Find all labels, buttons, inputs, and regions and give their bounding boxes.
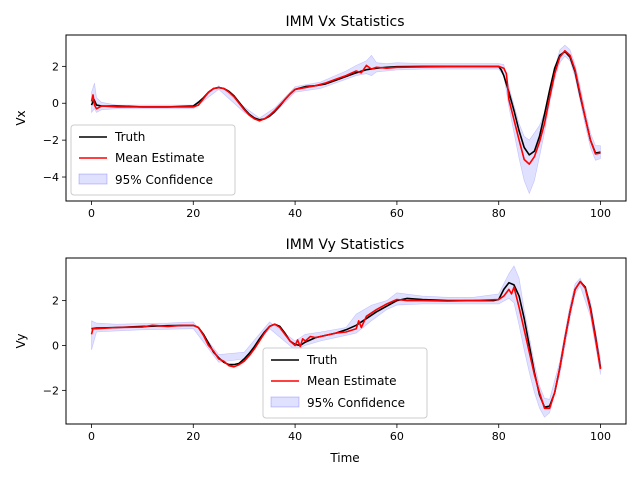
vx-panel: IMM Vx Statistics Vx 0 20 40 60 80 100−4−202 … [14, 14, 627, 220]
vy-mean-estimate-line [90, 280, 602, 410]
vx-legend-confidence-swatch [78, 173, 108, 185]
vx-mean-estimate-line [90, 49, 601, 165]
vy-x-axis-label: Time [329, 451, 359, 465]
vy-y-tick-label: 2 [52, 295, 59, 308]
vx-plot-frame [65, 34, 627, 202]
vx-y-tick-label: −2 [43, 134, 59, 147]
vx-legend-truth-label: Truth [114, 130, 145, 144]
vy-legend-truth-label: Truth [306, 353, 337, 367]
vy-series-layer [90, 265, 602, 418]
vx-x-tick-label: 80 [492, 207, 506, 220]
vx-x-tick-label: 100 [590, 207, 611, 220]
vx-legend-box [70, 124, 236, 196]
vy-panel: IMM Vy Statistics Vy Time 0 20 40 60 80 100−2… [14, 237, 627, 465]
vy-legend-box [262, 347, 428, 419]
vy-chart-title: IMM Vy Statistics [286, 237, 405, 253]
vy-y-axis-label: Vy [14, 334, 28, 349]
vx-ticks-layer: 0 20 40 60 80 100 −4 −2 0 2 [43, 60, 611, 220]
vx-legend-mean-label: Mean Estimate [115, 151, 205, 165]
vy-x-tick-label: 100 [590, 430, 611, 443]
vy-ticks-layer: 0 20 40 60 80 100 −2 0 2 [43, 295, 611, 443]
vx-x-tick-label: 60 [390, 207, 404, 220]
vy-x-tick-label: 0 [88, 430, 95, 443]
vx-chart-title: IMM Vx Statistics [285, 14, 404, 30]
vx-y-tick-label: 0 [52, 97, 59, 110]
vy-x-tick-label: 20 [186, 430, 200, 443]
vy-x-tick-label: 60 [390, 430, 404, 443]
vy-y-tick-label: 0 [52, 339, 59, 352]
vx-y-axis-label: Vx [14, 110, 28, 125]
vx-legend-confidence-label: 95% Confidence [115, 173, 213, 187]
vy-x-tick-label: 40 [288, 430, 302, 443]
vy-confidence-band [91, 265, 601, 418]
vx-y-tick-label: −4 [43, 171, 59, 184]
vy-legend-confidence-swatch [270, 396, 300, 408]
vx-y-tick-label: 2 [52, 60, 59, 73]
vx-x-tick-label: 20 [186, 207, 200, 220]
vy-plot-frame [65, 257, 627, 425]
vx-series-layer [90, 44, 601, 195]
vx-x-tick-label: 40 [288, 207, 302, 220]
vy-legend-confidence-label: 95% Confidence [307, 396, 405, 410]
vy-legend-mean-label: Mean Estimate [307, 374, 397, 388]
vx-legend: Truth Mean Estimate 95% Confidence [70, 124, 236, 196]
vx-x-tick-label: 0 [88, 207, 95, 220]
vy-legend: Truth Mean Estimate 95% Confidence [262, 347, 428, 419]
vy-x-tick-label: 80 [492, 430, 506, 443]
vy-y-tick-label: −2 [43, 384, 59, 397]
